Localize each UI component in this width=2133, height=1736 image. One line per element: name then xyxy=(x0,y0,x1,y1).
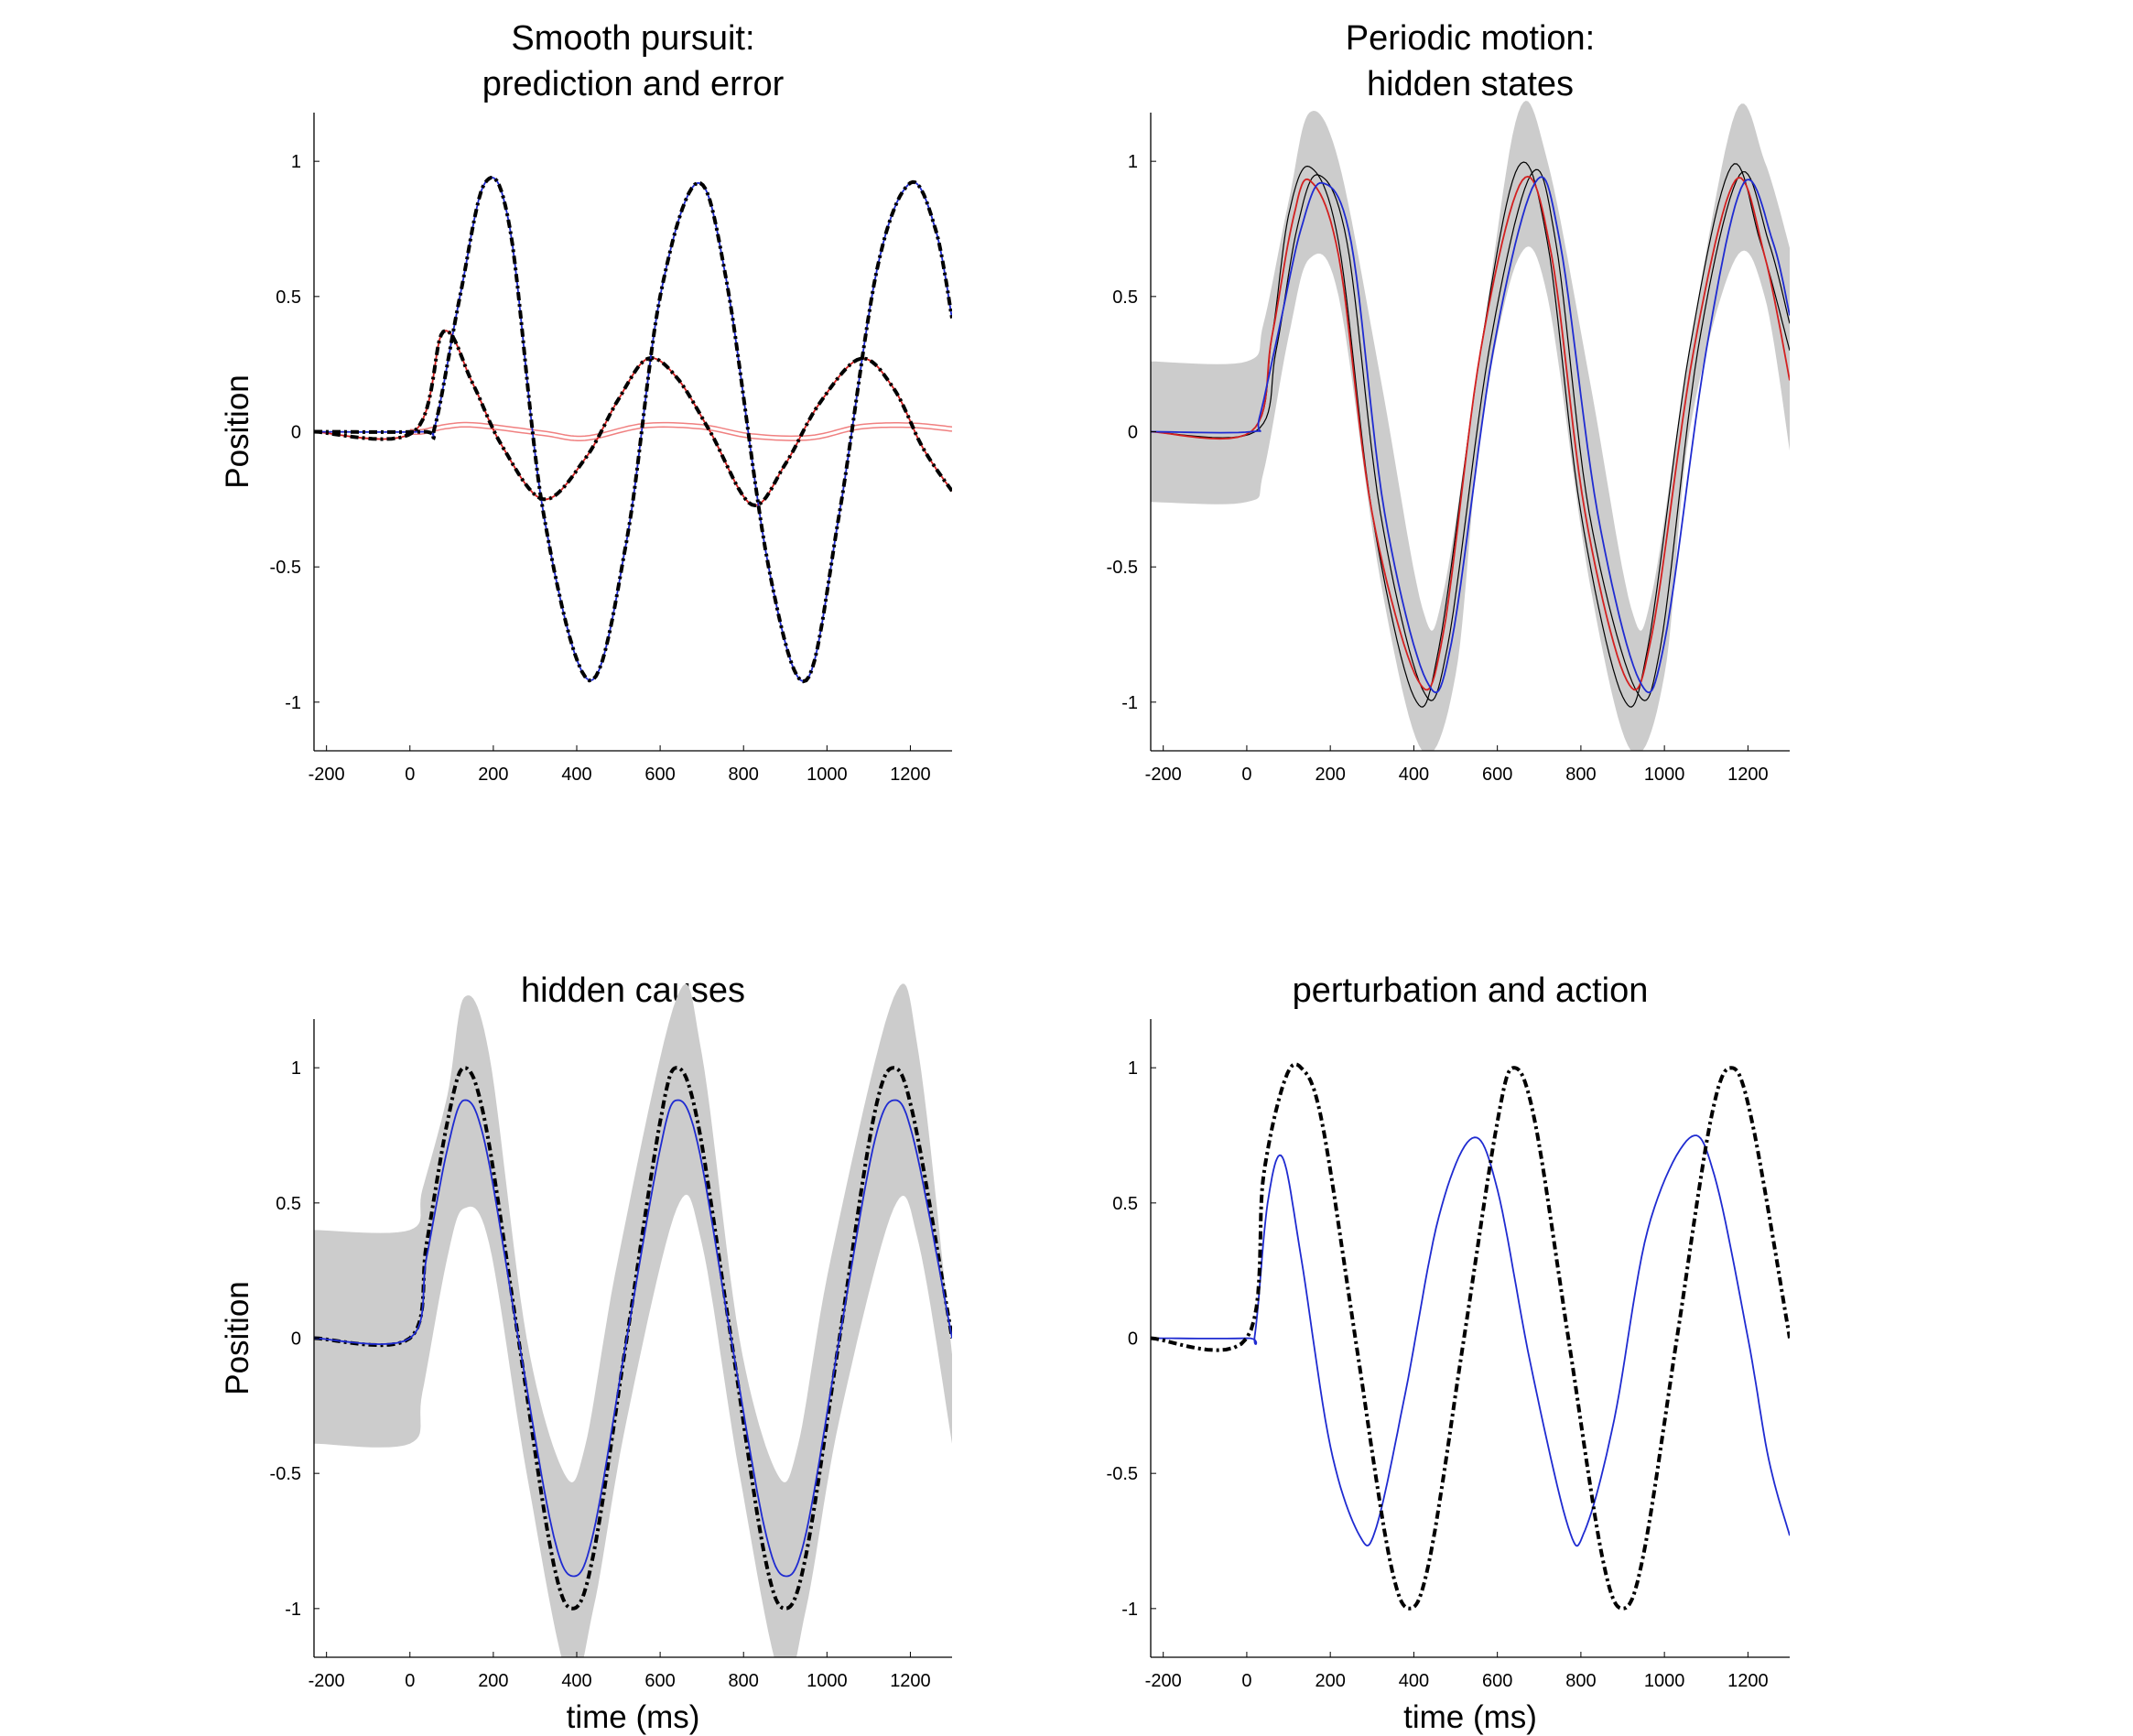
chart-title-line: prediction and error xyxy=(482,65,785,103)
x-tick-label: 1000 xyxy=(807,1671,848,1691)
x-tick-label: 0 xyxy=(1241,1671,1251,1691)
y-tick-label: 0 xyxy=(1128,1329,1138,1350)
panel-perturbation-action: perturbation and action -200 0 200 400 600 800… xyxy=(1107,971,1790,1735)
y-tick-label: -1 xyxy=(1121,693,1138,713)
series-line xyxy=(1151,175,1790,691)
series-line xyxy=(1151,168,1790,701)
y-axis-label: Position xyxy=(220,374,255,489)
x-tick-label: 600 xyxy=(644,1671,675,1691)
y-tick-label: -0.5 xyxy=(1107,1464,1138,1484)
panel-hidden-causes: hidden causes -200 0 200 400 600 800 1000 1200 1 0… xyxy=(220,971,952,1735)
y-tick-label: 0.5 xyxy=(1112,288,1138,308)
x-tick-label: 1000 xyxy=(1644,765,1685,785)
x-tick-label: 0 xyxy=(1241,765,1251,785)
x-tick-label: -200 xyxy=(309,765,345,785)
x-tick-label: 400 xyxy=(1399,765,1429,785)
plot-area xyxy=(1151,101,1790,751)
chart-title-line: hidden causes xyxy=(521,971,745,1010)
panel-smooth-pursuit: Smooth pursuit: prediction and error -200 0… xyxy=(220,19,952,785)
x-tick-label: 0 xyxy=(405,1671,415,1691)
plot-area xyxy=(314,983,952,1657)
x-tick-label: 1200 xyxy=(1727,765,1769,785)
series-line xyxy=(314,330,952,506)
dashdot-series-line xyxy=(314,1066,952,1611)
x-tick-label: -200 xyxy=(1145,1671,1182,1691)
x-tick-label: 800 xyxy=(729,1671,759,1691)
y-tick-label: -0.5 xyxy=(270,558,301,578)
x-tick-label: 200 xyxy=(1315,765,1345,785)
y-tick-label: 1 xyxy=(1128,152,1138,172)
plot-area xyxy=(314,176,952,684)
x-tick-label: 200 xyxy=(478,765,508,785)
x-tick-label: -200 xyxy=(1145,765,1182,785)
x-tick-label: 1200 xyxy=(1727,1671,1769,1691)
y-tick-label: 0 xyxy=(1128,423,1138,443)
x-tick-label: 800 xyxy=(1565,765,1596,785)
x-tick-label: 400 xyxy=(561,765,591,785)
y-tick-label: 0 xyxy=(291,1329,301,1350)
dashdot-series-line xyxy=(314,176,952,684)
panel-periodic-motion: Periodic motion: hidden states -200 0 200 400… xyxy=(1107,19,1790,785)
x-tick-label: 1000 xyxy=(807,765,848,785)
chart-title-line: hidden states xyxy=(1367,65,1574,103)
y-tick-label: 0.5 xyxy=(276,288,301,308)
y-tick-label: 1 xyxy=(291,152,301,172)
x-tick-label: 200 xyxy=(1315,1671,1345,1691)
chart-title-line: perturbation and action xyxy=(1293,971,1649,1010)
x-tick-label: 400 xyxy=(1399,1671,1429,1691)
dashdot-series-line xyxy=(314,328,952,508)
series-line xyxy=(1151,1134,1790,1547)
x-axis-label: time (ms) xyxy=(567,1699,700,1735)
y-tick-label: 0 xyxy=(291,423,301,443)
y-tick-label: 1 xyxy=(291,1058,301,1079)
x-tick-label: 0 xyxy=(405,765,415,785)
x-tick-label: 400 xyxy=(561,1671,591,1691)
confidence-band xyxy=(314,983,952,1657)
series-line xyxy=(314,1099,952,1578)
error-lower-line xyxy=(409,426,952,441)
plot-area xyxy=(1151,1062,1790,1611)
series-line xyxy=(1151,176,1790,694)
chart-title-line: Smooth pursuit: xyxy=(511,19,754,58)
y-tick-label: 0.5 xyxy=(276,1194,301,1214)
x-tick-label: 600 xyxy=(1482,1671,1512,1691)
x-tick-label: 200 xyxy=(478,1671,508,1691)
dashdot-series-line xyxy=(1151,1062,1790,1611)
y-tick-label: 1 xyxy=(1128,1058,1138,1079)
x-axis-label: time (ms) xyxy=(1403,1699,1537,1735)
y-tick-label: -1 xyxy=(285,693,301,713)
x-tick-label: 800 xyxy=(729,765,759,785)
x-tick-label: 1200 xyxy=(890,765,931,785)
y-tick-label: -0.5 xyxy=(270,1464,301,1484)
chart-title-line: Periodic motion: xyxy=(1346,19,1595,58)
x-tick-label: 600 xyxy=(1482,765,1512,785)
x-tick-label: 1200 xyxy=(890,1671,931,1691)
y-tick-label: -1 xyxy=(285,1600,301,1620)
y-tick-label: -0.5 xyxy=(1107,558,1138,578)
x-tick-label: -200 xyxy=(309,1671,345,1691)
x-tick-label: 600 xyxy=(644,765,675,785)
y-tick-label: -1 xyxy=(1121,1600,1138,1620)
y-axis-label: Position xyxy=(220,1281,255,1395)
y-tick-label: 0.5 xyxy=(1112,1194,1138,1214)
x-tick-label: 1000 xyxy=(1644,1671,1685,1691)
x-tick-label: 800 xyxy=(1565,1671,1596,1691)
